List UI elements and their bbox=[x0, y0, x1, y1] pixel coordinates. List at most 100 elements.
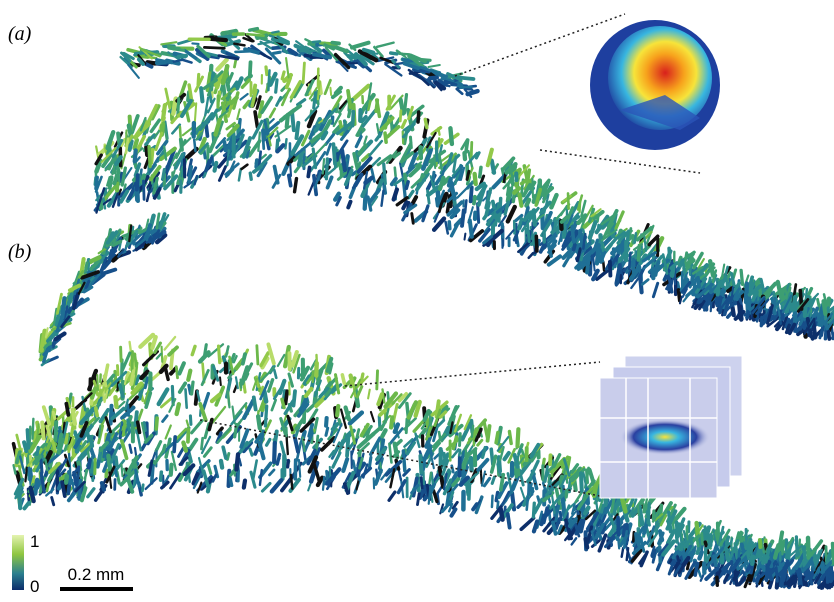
fiber bbox=[367, 82, 373, 103]
fiber bbox=[22, 440, 29, 454]
fiber bbox=[592, 254, 596, 272]
fiber bbox=[255, 414, 263, 431]
fiber bbox=[562, 458, 571, 477]
fiber bbox=[269, 478, 284, 494]
fiber bbox=[152, 176, 159, 195]
fiber bbox=[802, 556, 814, 571]
fiber bbox=[654, 523, 661, 531]
fiber bbox=[56, 458, 68, 476]
fiber bbox=[425, 441, 441, 460]
fiber bbox=[228, 355, 235, 375]
fiber bbox=[685, 560, 691, 571]
fiber bbox=[757, 538, 763, 549]
fiber bbox=[105, 230, 119, 245]
fiber bbox=[328, 362, 334, 375]
fiber bbox=[226, 92, 232, 102]
fiber bbox=[521, 182, 532, 198]
fiber bbox=[302, 374, 311, 386]
fiber bbox=[190, 344, 197, 357]
fiber bbox=[195, 47, 210, 61]
fiber bbox=[133, 410, 139, 427]
fiber bbox=[780, 542, 785, 556]
fiber bbox=[86, 457, 92, 470]
fiber bbox=[279, 417, 288, 438]
fiber bbox=[294, 142, 311, 157]
fiber bbox=[383, 391, 399, 409]
fiber bbox=[33, 477, 40, 496]
fiber bbox=[356, 156, 373, 174]
fiber bbox=[256, 161, 268, 178]
fiber bbox=[653, 513, 664, 522]
fiber bbox=[449, 224, 459, 238]
fiber bbox=[97, 247, 108, 255]
fiber bbox=[143, 433, 154, 444]
fiber bbox=[431, 216, 447, 232]
fiber bbox=[63, 473, 70, 485]
fiber bbox=[98, 440, 109, 452]
fiber bbox=[259, 380, 270, 401]
fiber bbox=[804, 292, 820, 308]
fiber bbox=[223, 39, 241, 48]
fiber bbox=[667, 274, 674, 294]
fiber bbox=[561, 224, 567, 239]
fiber bbox=[570, 224, 576, 244]
fiber bbox=[485, 147, 494, 168]
fiber bbox=[534, 234, 539, 253]
fiber bbox=[697, 550, 704, 561]
fiber bbox=[505, 186, 512, 204]
fiber bbox=[659, 514, 668, 527]
fiber bbox=[216, 344, 222, 365]
fiber bbox=[295, 40, 306, 49]
fiber bbox=[199, 86, 205, 104]
fiber bbox=[98, 256, 108, 276]
fiber bbox=[117, 383, 125, 399]
fiber bbox=[330, 40, 341, 46]
fiber bbox=[292, 80, 305, 99]
fiber bbox=[146, 103, 159, 125]
fiber bbox=[446, 200, 464, 217]
fiber bbox=[275, 452, 282, 466]
fiber bbox=[659, 501, 673, 522]
fiber bbox=[647, 234, 660, 247]
fiber bbox=[159, 397, 173, 409]
scale-bar-label: 0.2 mm bbox=[68, 565, 125, 584]
fiber bbox=[216, 426, 232, 444]
fiber bbox=[448, 126, 455, 147]
fiber bbox=[169, 472, 182, 490]
fiber bbox=[397, 392, 412, 409]
fiber bbox=[746, 275, 755, 294]
fiber bbox=[398, 109, 403, 123]
fiber bbox=[187, 164, 194, 184]
fiber bbox=[420, 77, 430, 87]
fiber bbox=[260, 95, 274, 115]
fiber bbox=[103, 442, 115, 453]
fiber bbox=[241, 136, 253, 159]
fiber bbox=[384, 63, 403, 77]
fiber bbox=[585, 255, 591, 275]
fiber bbox=[682, 529, 690, 550]
fiber bbox=[259, 51, 273, 60]
fiber bbox=[463, 449, 468, 470]
fiber bbox=[335, 403, 341, 418]
fiber bbox=[226, 123, 240, 138]
fiber bbox=[490, 494, 494, 509]
fiber bbox=[784, 317, 791, 329]
fiber bbox=[101, 198, 112, 206]
fiber bbox=[343, 168, 354, 187]
fiber bbox=[290, 423, 298, 435]
fiber bbox=[587, 220, 598, 240]
fiber bbox=[498, 506, 505, 522]
fiber bbox=[554, 504, 561, 523]
fiber bbox=[289, 79, 302, 100]
fiber bbox=[318, 386, 330, 399]
fiber bbox=[139, 369, 150, 381]
fiber bbox=[448, 405, 460, 423]
fiber bbox=[237, 167, 243, 182]
fiber bbox=[666, 510, 673, 532]
fiber bbox=[100, 146, 117, 164]
fiber bbox=[753, 565, 761, 578]
fiber bbox=[392, 422, 401, 435]
fiber bbox=[375, 369, 379, 391]
fiber bbox=[486, 202, 500, 217]
fiber bbox=[242, 36, 254, 43]
